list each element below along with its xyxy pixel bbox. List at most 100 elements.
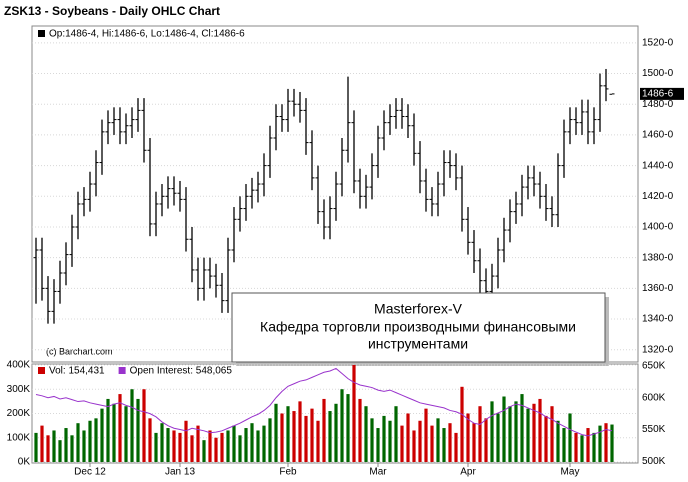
- volume-bar: [58, 440, 62, 462]
- volume-bar: [604, 423, 608, 462]
- volume-bar: [94, 418, 98, 462]
- y-tick-label: 300K: [7, 384, 31, 395]
- volume-bar: [334, 403, 338, 462]
- volume-bar: [520, 394, 524, 462]
- volume-bar: [166, 428, 170, 462]
- volume-bar: [106, 398, 110, 462]
- volume-bar: [208, 430, 212, 462]
- annotation-line: Кафедра торговли производными финансовым…: [260, 319, 576, 335]
- volume-bar: [580, 435, 584, 462]
- volume-bar: [328, 411, 332, 462]
- annotation-title: Masterforex-V: [374, 301, 463, 317]
- legend-label: Vol: 154,431: [49, 366, 105, 377]
- volume-bar: [274, 403, 278, 462]
- y2-tick-label: 650K: [642, 361, 666, 372]
- volume-bar: [88, 420, 92, 462]
- open-interest-line: [35, 367, 613, 437]
- volume-bar: [472, 423, 476, 462]
- volume-bar: [220, 432, 224, 462]
- volume-bar: [136, 398, 140, 462]
- volume-bar: [346, 394, 350, 462]
- volume-bar: [112, 403, 116, 462]
- volume-bar: [406, 413, 410, 462]
- volume-bar: [172, 430, 176, 462]
- y-tick-label: 1420-0: [642, 191, 674, 202]
- y-tick-label: 400K: [7, 360, 31, 371]
- volume-bar: [76, 423, 80, 462]
- volume-bar: [34, 432, 38, 462]
- volume-bar: [130, 389, 134, 462]
- volume-bar: [364, 406, 368, 462]
- volume-bar: [544, 415, 548, 462]
- volume-bar: [394, 406, 398, 462]
- volume-bar: [436, 418, 440, 462]
- volume-bar: [286, 406, 290, 462]
- volume-bar: [142, 389, 146, 462]
- chart-title: ZSK13 - Soybeans - Daily OHLC Chart: [4, 4, 220, 18]
- volume-bar: [226, 430, 230, 462]
- volume-bar: [184, 420, 188, 462]
- volume-bar: [430, 425, 434, 462]
- x-tick-label: May: [561, 467, 580, 478]
- volume-bar: [382, 415, 386, 462]
- volume-bar: [160, 423, 164, 462]
- volume-bar: [538, 398, 542, 462]
- volume-bar: [214, 437, 218, 462]
- volume-bar: [40, 425, 44, 462]
- volume-bar: [238, 435, 242, 462]
- volume-bar: [592, 432, 596, 462]
- volume-bar: [202, 440, 206, 462]
- volume-bar: [562, 428, 566, 462]
- volume-bar: [196, 425, 200, 462]
- volume-bar: [292, 411, 296, 462]
- volume-bar: [388, 420, 392, 462]
- volume-bar: [568, 413, 572, 462]
- volume-bar: [244, 428, 248, 462]
- volume-bar: [358, 398, 362, 462]
- y-tick-label: 0K: [18, 457, 31, 468]
- x-tick-label: Feb: [279, 467, 297, 478]
- x-tick-label: Apr: [460, 467, 476, 478]
- volume-bar: [322, 398, 326, 462]
- volume-bar: [64, 428, 68, 462]
- volume-bar: [52, 430, 56, 462]
- legend-swatch: [38, 367, 45, 374]
- volume-bar: [556, 420, 560, 462]
- y-tick-label: 1380-0: [642, 252, 674, 263]
- volume-bar: [496, 413, 500, 462]
- y-tick-label: 1520-0: [642, 38, 674, 49]
- x-tick-label: Dec 12: [74, 467, 106, 478]
- credit: (c) Barchart.com: [46, 346, 113, 356]
- y-tick-label: 1320-0: [642, 344, 674, 355]
- volume-bar: [454, 432, 458, 462]
- last-price-box: [640, 87, 684, 100]
- volume-bar: [310, 408, 314, 462]
- volume-bar: [598, 425, 602, 462]
- y-tick-label: 1440-0: [642, 160, 674, 171]
- y2-tick-label: 600K: [642, 392, 666, 403]
- volume-bar: [370, 418, 374, 462]
- volume-bar: [526, 408, 530, 462]
- y-tick-label: 100K: [7, 432, 31, 443]
- annotation-box: [231, 292, 606, 363]
- x-tick-label: Mar: [369, 467, 387, 478]
- volume-bar: [280, 413, 284, 462]
- volume-bar: [586, 428, 590, 462]
- volume-bar: [550, 406, 554, 462]
- volume-bar: [190, 435, 194, 462]
- volume-bar: [532, 403, 536, 462]
- y2-tick-label: 550K: [642, 424, 666, 435]
- legend-label: Open Interest: 548,065: [130, 366, 233, 377]
- y2-tick-label: 500K: [642, 456, 666, 467]
- y-tick-label: 1360-0: [642, 283, 674, 294]
- volume-bar: [124, 406, 128, 462]
- volume-bar: [298, 401, 302, 462]
- x-tick-label: Jan 13: [165, 467, 195, 478]
- y-tick-label: 1340-0: [642, 314, 674, 325]
- volume-bar: [82, 430, 86, 462]
- volume-bar: [376, 428, 380, 462]
- volume-bar: [484, 418, 488, 462]
- y-tick-label: 1500-0: [642, 68, 674, 79]
